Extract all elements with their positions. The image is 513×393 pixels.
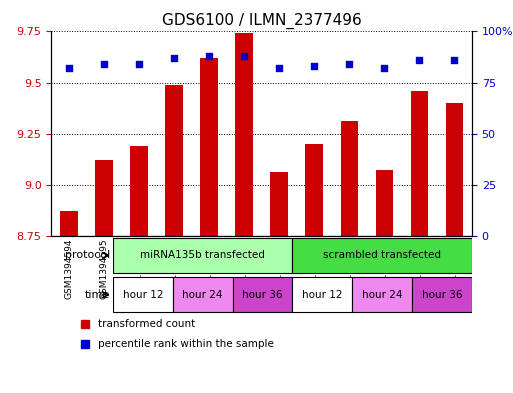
- Point: [205, 53, 213, 59]
- Bar: [376, 171, 393, 236]
- Text: transformed count: transformed count: [97, 319, 195, 329]
- Point: [135, 61, 143, 67]
- Point: [380, 65, 388, 72]
- Text: hour 12: hour 12: [123, 290, 163, 300]
- Bar: [130, 146, 148, 236]
- Title: GDS6100 / ILMN_2377496: GDS6100 / ILMN_2377496: [162, 13, 362, 29]
- FancyBboxPatch shape: [412, 277, 472, 312]
- Bar: [305, 144, 323, 236]
- Text: time: time: [85, 290, 110, 300]
- Point: [345, 61, 353, 67]
- Text: scrambled transfected: scrambled transfected: [323, 250, 441, 261]
- Text: protocol: protocol: [65, 250, 110, 261]
- FancyBboxPatch shape: [292, 238, 472, 273]
- Bar: [60, 211, 77, 236]
- FancyBboxPatch shape: [292, 277, 352, 312]
- Bar: [200, 58, 218, 236]
- Point: [275, 65, 283, 72]
- FancyBboxPatch shape: [113, 238, 292, 273]
- Text: hour 12: hour 12: [302, 290, 343, 300]
- Point: [170, 55, 178, 61]
- Text: hour 24: hour 24: [183, 290, 223, 300]
- Text: hour 24: hour 24: [362, 290, 402, 300]
- FancyBboxPatch shape: [173, 277, 232, 312]
- FancyBboxPatch shape: [352, 277, 412, 312]
- Text: percentile rank within the sample: percentile rank within the sample: [97, 339, 273, 349]
- Text: hour 36: hour 36: [242, 290, 283, 300]
- Text: hour 36: hour 36: [422, 290, 462, 300]
- Bar: [165, 84, 183, 236]
- Point: [450, 57, 459, 63]
- Point: [415, 57, 423, 63]
- FancyBboxPatch shape: [232, 277, 292, 312]
- Bar: [446, 103, 463, 236]
- Point: [240, 53, 248, 59]
- FancyBboxPatch shape: [113, 277, 173, 312]
- Bar: [95, 160, 113, 236]
- Bar: [270, 173, 288, 236]
- Bar: [341, 121, 358, 236]
- Bar: [410, 91, 428, 236]
- Bar: [235, 33, 253, 236]
- Point: [310, 63, 318, 69]
- Point: [100, 61, 108, 67]
- Text: miRNA135b transfected: miRNA135b transfected: [140, 250, 265, 261]
- Point: [65, 65, 73, 72]
